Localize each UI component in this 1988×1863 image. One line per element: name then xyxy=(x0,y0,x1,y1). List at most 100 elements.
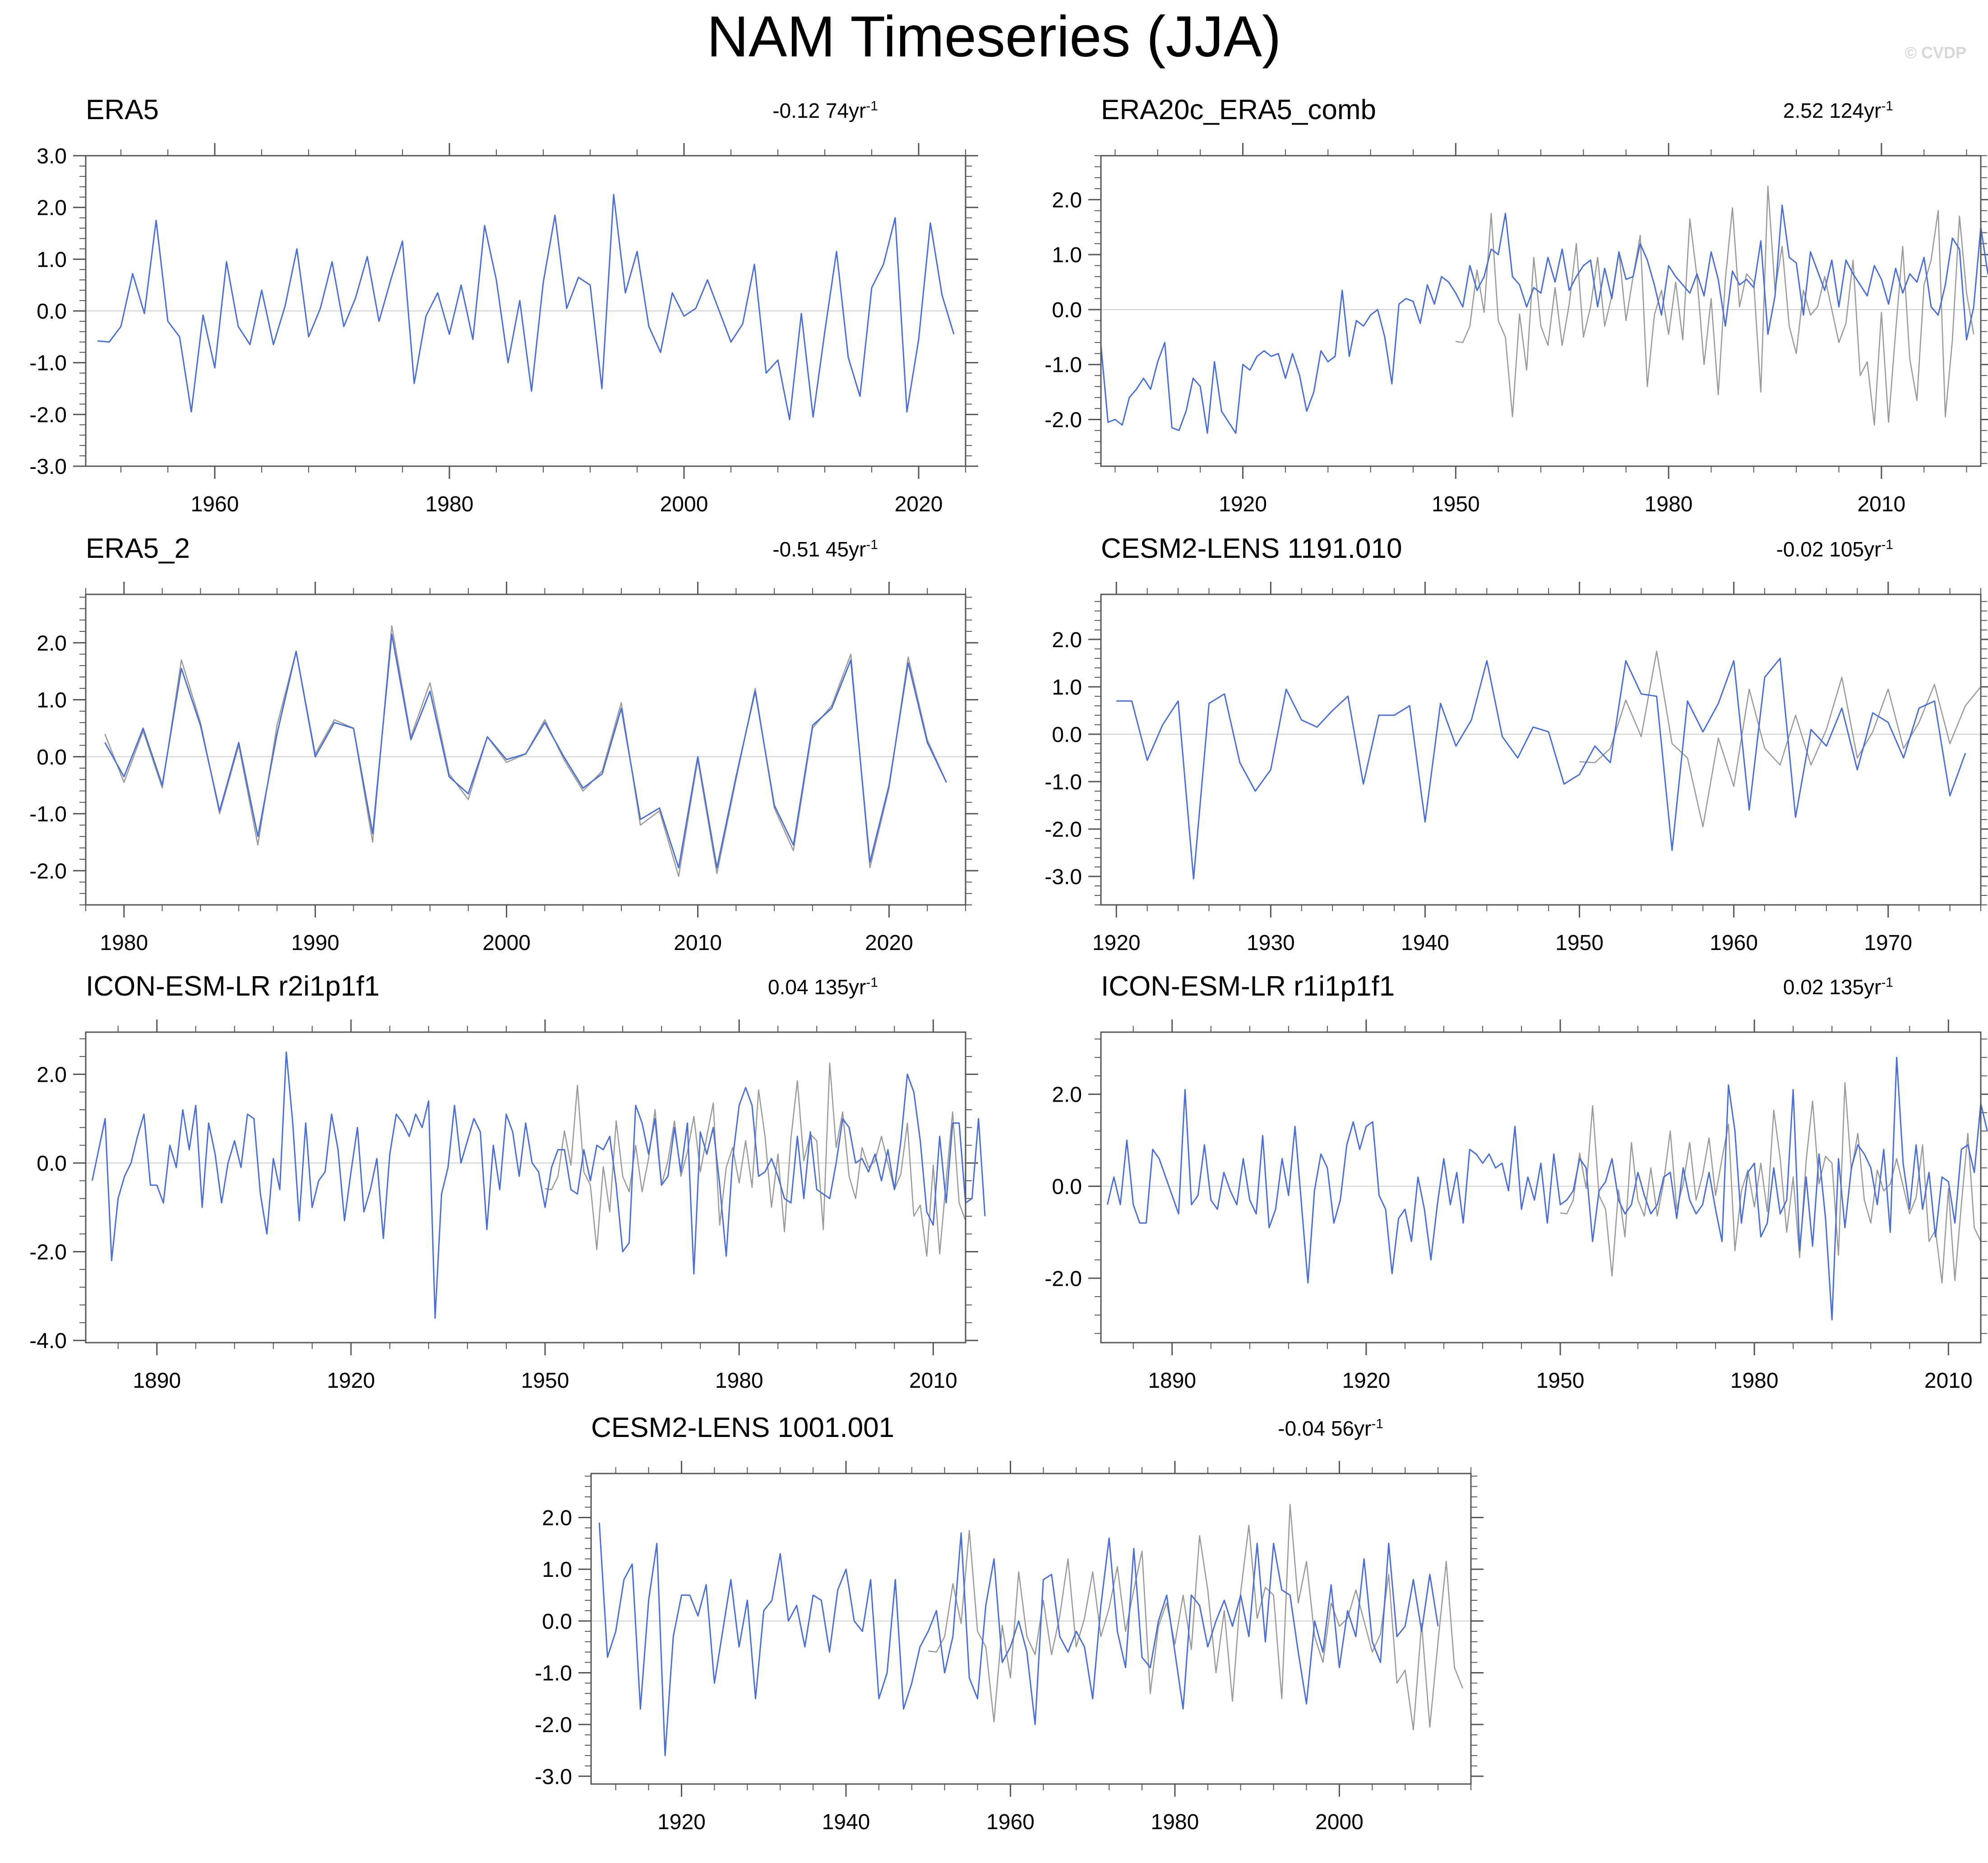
plot-frame xyxy=(590,1473,1472,1785)
y-tick-label: 1.0 xyxy=(1052,676,1082,700)
plot-frame xyxy=(85,155,966,467)
x-tick-label: 2010 xyxy=(674,931,722,955)
x-tick-label: 1960 xyxy=(191,492,239,516)
x-tick-label: 1980 xyxy=(715,1369,763,1393)
y-tick-label: 0.0 xyxy=(37,1152,67,1176)
model-series-line xyxy=(1116,658,1966,880)
trend-label: 0.02 135yr-1 xyxy=(1783,975,1893,999)
model-series-line xyxy=(97,194,955,421)
y-tick-label: -2.0 xyxy=(535,1713,572,1737)
y-tick-label: 2.0 xyxy=(37,196,67,220)
y-tick-label: 0.0 xyxy=(1052,1175,1082,1199)
y-tick-label: -1.0 xyxy=(29,352,67,375)
panel-cesm2-1191: CESM2-LENS 1191.010 -0.02 105yr-1 -3.0 -2… xyxy=(1020,533,1988,984)
y-tick-label: 2.0 xyxy=(1052,188,1082,212)
y-tick-label: -1.0 xyxy=(535,1661,572,1685)
x-tick-label: 1980 xyxy=(1151,1810,1199,1834)
model-series-line xyxy=(104,633,947,869)
plot-frame xyxy=(1100,593,1982,906)
x-tick-label: 1940 xyxy=(1401,931,1449,955)
x-tick-label: 2000 xyxy=(1315,1810,1364,1834)
plot-frame xyxy=(85,1031,966,1344)
x-tick-label: 1980 xyxy=(425,492,474,516)
y-tick-label: -2.0 xyxy=(1045,1267,1082,1291)
y-tick-label: -2.0 xyxy=(29,403,67,427)
obs-series-line xyxy=(1456,185,1974,426)
panel-title: CESM2-LENS 1191.010 xyxy=(1101,533,1402,564)
x-tick-label: 1990 xyxy=(291,931,339,955)
model-series-line xyxy=(1100,204,1988,434)
y-tick-label: 2.0 xyxy=(37,631,67,655)
x-tick-label: 1930 xyxy=(1247,931,1295,955)
plot-frame xyxy=(1100,1031,1982,1344)
y-tick-label: 0.0 xyxy=(542,1610,572,1634)
y-tick-label: -1.0 xyxy=(1045,353,1082,377)
obs-series-line xyxy=(1560,1082,1982,1284)
watermark: © CVDP xyxy=(1905,43,1966,62)
y-tick-label: 1.0 xyxy=(1052,243,1082,267)
trend-label: -0.12 74yr-1 xyxy=(772,98,878,122)
y-tick-label: -3.0 xyxy=(1045,865,1082,889)
y-tick-label: 2.0 xyxy=(1052,1083,1082,1107)
x-tick-label: 1960 xyxy=(986,1810,1035,1834)
model-series-line xyxy=(1106,1057,1988,1321)
panel-icon-r2: ICON-ESM-LR r2i1p1f1 0.04 135yr-1 -4.0 -2… xyxy=(5,970,986,1422)
y-tick-label: 2.0 xyxy=(37,1063,67,1087)
chart-icon-r1: -2.0 0.0 2.0 1890 1920 1950 1980 2010 xyxy=(1045,1020,1988,1393)
x-tick-label: 1890 xyxy=(1148,1369,1196,1393)
y-tick-label: -2.0 xyxy=(1045,818,1082,842)
chart-era5: -3.0 -2.0 -1.0 0.0 1.0 2.0 3.0 1960 1980 2000 2020 xyxy=(29,143,978,516)
panel-era5: ERA5 -0.12 74yr-1 -3.0 -2.0 -1.0 0.0 1.0 2.0 3… xyxy=(5,94,978,545)
trend-label: -0.02 105yr-1 xyxy=(1776,537,1893,561)
trend-label: 2.52 124yr-1 xyxy=(1783,98,1893,122)
x-tick-label: 2010 xyxy=(1857,492,1905,516)
y-tick-label: 0.0 xyxy=(1052,298,1082,322)
x-tick-label: 2020 xyxy=(865,931,913,955)
y-tick-label: 0.0 xyxy=(37,300,67,324)
trend-label: 0.04 135yr-1 xyxy=(767,975,878,999)
obs-series-line xyxy=(545,1062,966,1257)
trend-label: -0.51 45yr-1 xyxy=(772,537,878,561)
y-tick-label: -1.0 xyxy=(29,802,67,826)
chart-era20c: -2.0 -1.0 0.0 1.0 2.0 1920 1950 1980 2010 xyxy=(1045,143,1988,516)
y-tick-label: -3.0 xyxy=(535,1765,572,1789)
panel-title: ICON-ESM-LR r1i1p1f1 xyxy=(1101,971,1395,1002)
y-tick-label: -2.0 xyxy=(29,859,67,883)
panel-title: ERA5 xyxy=(86,94,159,125)
y-tick-label: 0.0 xyxy=(37,746,67,769)
x-tick-label: 1940 xyxy=(822,1810,870,1834)
y-tick-label: 2.0 xyxy=(542,1506,572,1530)
x-tick-label: 2000 xyxy=(660,492,708,516)
x-tick-label: 2020 xyxy=(895,492,943,516)
panel-era20c: ERA20c_ERA5_comb 2.52 124yr-1 -2.0 -1.0 0.… xyxy=(1020,94,1988,545)
chart-icon-r2: -4.0 -2.0 0.0 2.0 1890 1920 1950 1980 2010 xyxy=(29,1020,986,1393)
x-tick-label: 1920 xyxy=(1092,931,1141,955)
obs-series-line xyxy=(104,625,947,877)
y-tick-label: -3.0 xyxy=(29,455,67,479)
x-tick-label: 1920 xyxy=(657,1810,706,1834)
x-tick-label: 2010 xyxy=(909,1369,957,1393)
x-tick-label: 1970 xyxy=(1864,931,1912,955)
panel-title: ERA5_2 xyxy=(86,533,190,564)
y-tick-label: 0.0 xyxy=(1052,723,1082,747)
model-series-line xyxy=(91,1051,986,1319)
x-tick-label: 1950 xyxy=(1536,1369,1585,1393)
y-tick-label: -2.0 xyxy=(29,1241,67,1265)
y-tick-label: -4.0 xyxy=(29,1329,67,1353)
plot-frame xyxy=(1100,155,1982,467)
x-tick-label: 1890 xyxy=(133,1369,181,1393)
x-tick-label: 1950 xyxy=(1555,931,1604,955)
y-tick-label: -2.0 xyxy=(1045,408,1082,432)
chart-cesm2-1191: -3.0 -2.0 -1.0 0.0 1.0 2.0 1920 1930 1940 1950 196… xyxy=(1045,582,1988,955)
y-tick-label: 1.0 xyxy=(37,248,67,272)
x-tick-label: 2010 xyxy=(1924,1369,1973,1393)
figure-title: NAM Timeseries (JJA) xyxy=(707,5,1281,69)
obs-series-line xyxy=(1579,650,1982,828)
x-tick-label: 1980 xyxy=(1645,492,1693,516)
x-tick-label: 1950 xyxy=(521,1369,569,1393)
trend-label: -0.04 56yr-1 xyxy=(1278,1416,1383,1440)
panel-icon-r1: ICON-ESM-LR r1i1p1f1 0.02 135yr-1 -2.0 0.… xyxy=(1020,970,1988,1422)
panel-cesm2-1001: CESM2-LENS 1001.001 -0.04 56yr-1 -3.0 -2.… xyxy=(510,1412,1484,1863)
x-tick-label: 1920 xyxy=(1342,1369,1390,1393)
y-tick-label: 3.0 xyxy=(37,144,67,168)
